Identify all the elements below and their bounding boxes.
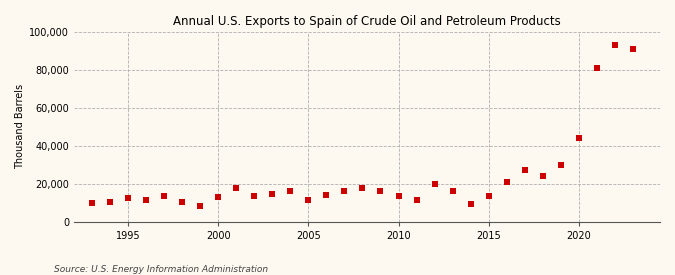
Point: [465, 202, 476, 206]
Point: [86, 200, 97, 205]
Point: [213, 195, 223, 199]
Point: [357, 185, 368, 190]
Text: Source: U.S. Energy Information Administration: Source: U.S. Energy Information Administ…: [54, 265, 268, 274]
Point: [375, 189, 386, 194]
Point: [123, 196, 134, 200]
Point: [140, 198, 151, 202]
Point: [231, 185, 242, 190]
Point: [556, 163, 566, 167]
Point: [537, 174, 548, 178]
Title: Annual U.S. Exports to Spain of Crude Oil and Petroleum Products: Annual U.S. Exports to Spain of Crude Oi…: [173, 15, 561, 28]
Point: [502, 180, 512, 184]
Point: [448, 189, 458, 194]
Point: [519, 168, 530, 173]
Point: [591, 66, 602, 70]
Point: [285, 189, 296, 194]
Point: [411, 198, 422, 202]
Point: [610, 43, 620, 47]
Point: [249, 194, 260, 198]
Point: [177, 200, 188, 204]
Point: [195, 204, 206, 208]
Y-axis label: Thousand Barrels: Thousand Barrels: [15, 84, 25, 169]
Point: [628, 47, 639, 51]
Point: [303, 198, 314, 202]
Point: [267, 192, 277, 196]
Point: [483, 194, 494, 198]
Point: [393, 194, 404, 198]
Point: [159, 194, 169, 198]
Point: [574, 136, 585, 141]
Point: [321, 193, 332, 197]
Point: [105, 200, 115, 204]
Point: [429, 182, 440, 186]
Point: [339, 189, 350, 194]
